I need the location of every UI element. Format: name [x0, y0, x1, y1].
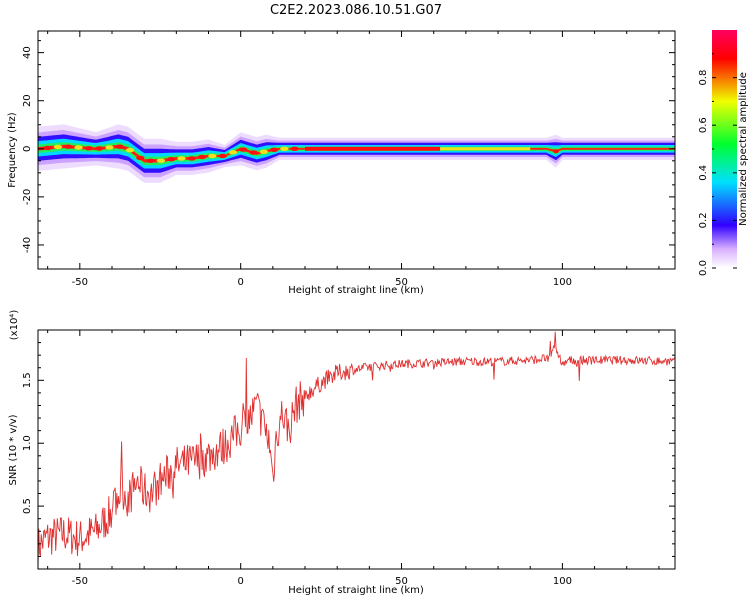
spectrogram-y-tick-label: 40 — [22, 46, 33, 59]
spectrogram-peak — [249, 150, 258, 155]
spectrogram-y-axis-label: Frequency (Hz) — [7, 112, 18, 188]
spectrogram-peak — [208, 153, 217, 159]
spectrogram-peak — [115, 144, 124, 149]
spectrogram-peak — [228, 150, 238, 155]
spectrogram-peak — [269, 147, 279, 152]
spectrogram-x-tick-label: 100 — [553, 277, 572, 288]
spectrogram-plot-frame — [37, 30, 676, 270]
spectrogram-peak — [156, 158, 166, 163]
spectrogram-peak — [290, 146, 299, 151]
spectrogram-y-tick-label: -40 — [22, 237, 33, 253]
colorbar-tick-label: 0.8 — [698, 70, 709, 86]
snr-series — [38, 331, 675, 567]
spectrogram-peak — [280, 146, 289, 151]
spectrogram-peak — [218, 153, 227, 159]
spectrogram-peak — [167, 157, 176, 162]
colorbar-tick-label: 0.4 — [698, 165, 709, 181]
spectrogram-peak — [84, 146, 94, 151]
snr-y-tick-label: 0.5 — [22, 498, 33, 514]
spectrogram-peak — [63, 144, 73, 149]
spectrogram-peak — [125, 148, 135, 153]
spectrogram-y-tick-label: -20 — [22, 189, 33, 205]
spectrogram-chart: -50 0 50 100 40 20 0 -20 -40 Height of straight… — [7, 30, 749, 296]
spectrogram-peak — [187, 156, 196, 161]
spectrogram-peak — [146, 158, 155, 163]
colorbar-gradient — [712, 30, 737, 268]
snr-y-tick-label: 1.0 — [22, 435, 33, 451]
spectrogram-ridge — [38, 124, 675, 183]
snr-chart: -50 0 50 100 0.5 1.0 1.5 Height of straight l… — [8, 310, 676, 596]
snr-y-axis-label: SNR (10 * v/v) — [8, 414, 19, 485]
spectrogram-x-tick-label: 50 — [395, 277, 408, 288]
spectrogram-y-tick-label: 20 — [22, 94, 33, 107]
spectrogram-x-axis-label: Height of straight line (km) — [288, 285, 424, 296]
snr-x-tick-label: 50 — [395, 576, 408, 587]
spectrogram-peak — [74, 145, 83, 150]
snr-x-tick-label: 100 — [553, 576, 572, 587]
snr-x-tick-label: 0 — [237, 576, 243, 587]
spectrogram-x-tick-label: 0 — [237, 277, 243, 288]
spectrogram-x-tick-label: -50 — [72, 277, 88, 288]
spectrogram-peak — [239, 147, 248, 152]
spectrogram-peak — [259, 149, 268, 154]
figure-title: C2E2.2023.086.10.51.G07 — [270, 3, 442, 18]
snr-y-multiplier: (x10⁴) — [9, 310, 20, 341]
spectrogram-band — [38, 138, 675, 169]
snr-y-tick-label: 1.5 — [22, 372, 33, 388]
spectrogram-peak — [105, 145, 114, 150]
spectrogram-peak — [177, 156, 186, 161]
snr-plot-frame — [37, 329, 676, 570]
spectrogram-peak — [53, 144, 63, 150]
colorbar-label: Normalized spectral amplitude — [738, 72, 749, 226]
spectrogram-peak — [553, 149, 559, 154]
spectrogram-peak — [94, 146, 104, 151]
colorbar-tick-label: 0.0 — [698, 260, 709, 276]
colorbar: 0.0 0.2 0.4 0.6 0.8 Normalized spectral ampl… — [698, 30, 749, 276]
snr-x-axis-label: Height of straight line (km) — [288, 585, 424, 596]
spectrogram-core — [305, 146, 441, 151]
snr-line — [38, 331, 675, 567]
colorbar-tick-label: 0.2 — [698, 212, 709, 228]
colorbar-tick-label: 0.6 — [698, 117, 709, 133]
snr-x-tick-label: -50 — [72, 576, 88, 587]
spectrogram-peak — [43, 145, 52, 151]
spectrogram-core — [440, 147, 531, 151]
spectrogram-y-tick-label: 0 — [22, 146, 33, 152]
spectrogram-peak — [197, 154, 207, 160]
spectrogram-peak — [136, 155, 145, 161]
